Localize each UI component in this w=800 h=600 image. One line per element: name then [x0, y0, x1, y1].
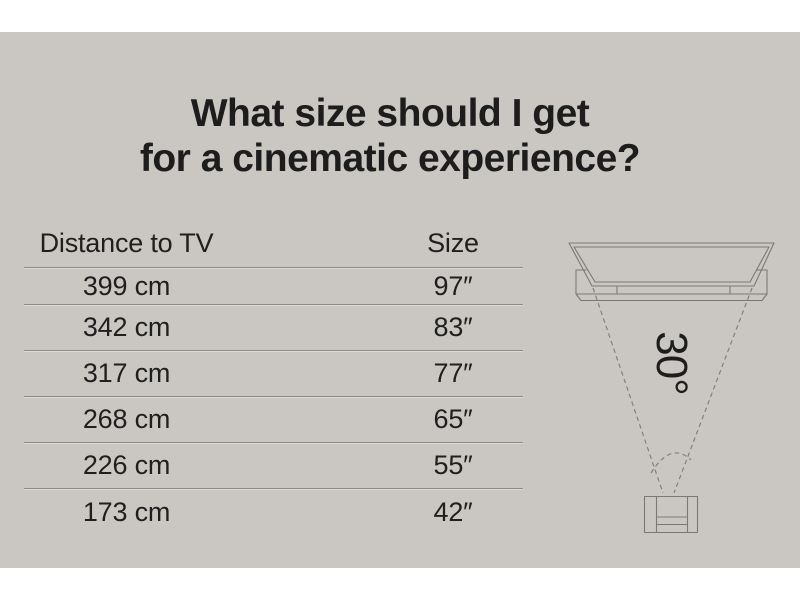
viewing-angle-diagram: 30°	[568, 242, 775, 534]
table-row: 342 cm 83″	[24, 305, 523, 351]
distance-value: 226 cm	[82, 450, 171, 480]
size-value: 65″	[433, 404, 473, 434]
size-value: 55″	[433, 450, 473, 480]
content-panel: What size should I get for a cinematic ex…	[0, 32, 800, 568]
table-row: 173 cm 42″	[24, 489, 523, 535]
distance-value: 342 cm	[82, 312, 171, 342]
page-title: What size should I get for a cinematic ex…	[0, 91, 780, 181]
size-value: 42″	[433, 496, 473, 527]
distance-value: 173 cm	[82, 496, 171, 527]
viewing-angle-cone	[592, 287, 753, 494]
table-row: 268 cm 65″	[24, 397, 523, 443]
size-value: 77″	[433, 358, 473, 388]
size-value: 97″	[433, 270, 473, 301]
distance-value: 399 cm	[82, 270, 171, 301]
column-header-size: Size	[427, 227, 479, 258]
viewing-angle-label: 30°	[647, 331, 696, 395]
table-header-row: Distance to TV Size	[24, 219, 523, 268]
armchair-top-view-icon	[643, 495, 699, 534]
tv-top-view-icon	[568, 242, 775, 302]
size-distance-table: Distance to TV Size 399 cm 97″ 342 cm 83…	[24, 219, 523, 535]
distance-value: 317 cm	[82, 358, 171, 388]
size-value: 83″	[433, 312, 473, 342]
page-title-line1: What size should I get	[190, 92, 590, 135]
angle-arc	[650, 452, 692, 474]
distance-value: 268 cm	[82, 404, 171, 434]
table-row: 399 cm 97″	[24, 268, 523, 305]
column-header-distance: Distance to TV	[39, 227, 214, 258]
table-row: 317 cm 77″	[24, 351, 523, 397]
page-title-line2: for a cinematic experience?	[139, 137, 641, 180]
table-row: 226 cm 55″	[24, 443, 523, 489]
